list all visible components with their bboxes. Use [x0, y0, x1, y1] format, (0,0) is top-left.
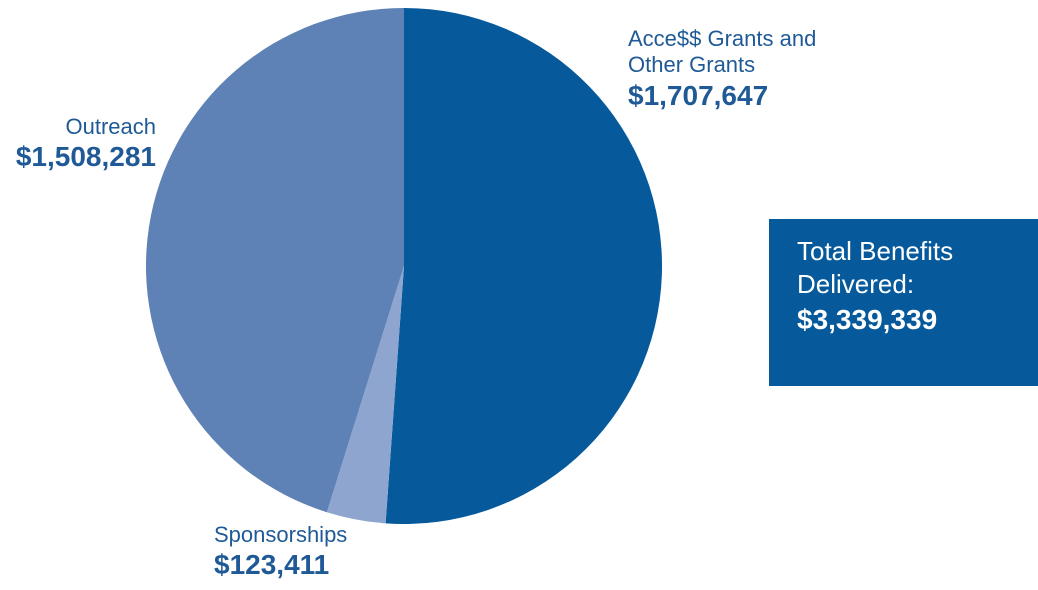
sponsorships-name: Sponsorships: [214, 522, 348, 547]
grants-value: $1,707,647: [628, 79, 769, 111]
outreach-value: $1,508,281: [15, 141, 156, 173]
pie-slice-outreach: [145, 7, 404, 513]
total-label-line1: Total Benefits: [797, 236, 954, 266]
pie-slice-acce-grants-and-other-grants: [385, 7, 663, 524]
grants-name-line2: Other Grants: [628, 52, 756, 78]
slice-label-grants: Acce$$ Grants and Other Grants $1,707,64…: [628, 26, 868, 112]
sponsorships-value: $123,411: [214, 549, 330, 581]
pie-slices: [145, 7, 663, 524]
outreach-name: Outreach: [65, 114, 157, 139]
total-value: $3,339,339: [797, 303, 938, 335]
slice-label-outreach: Outreach $1,508,281: [0, 114, 156, 174]
pie-slice-sponsorships: [326, 266, 404, 524]
grants-name-line1: Acce$$ Grants and: [628, 26, 817, 51]
total-label-line2: Delivered:: [797, 269, 915, 300]
slice-label-sponsorships: Sponsorships $123,411: [214, 522, 414, 582]
total-benefits-box: Total Benefits Delivered: $3,339,339: [769, 219, 1038, 386]
